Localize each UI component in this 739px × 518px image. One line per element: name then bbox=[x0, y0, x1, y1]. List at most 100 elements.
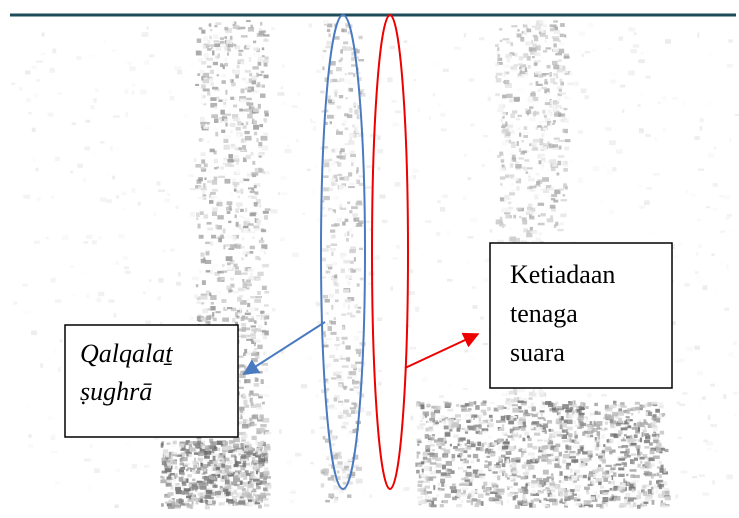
spectrogram-speck bbox=[214, 106, 218, 110]
spectrogram-speck bbox=[500, 415, 506, 421]
spectrogram-speck bbox=[426, 403, 431, 407]
spectrogram-speck bbox=[626, 418, 630, 422]
spectrogram-speck bbox=[566, 462, 571, 466]
spectrogram-speck bbox=[501, 445, 509, 450]
spectrogram-speck bbox=[438, 418, 442, 421]
spectrogram-speck bbox=[329, 211, 335, 216]
spectrogram-speck bbox=[516, 141, 519, 146]
spectrogram-speck bbox=[263, 215, 269, 220]
spectrogram-speck bbox=[256, 220, 261, 225]
spectrogram-speck bbox=[506, 149, 512, 155]
spectrogram-speck bbox=[563, 491, 568, 497]
spectrogram-speck bbox=[356, 349, 362, 354]
spectrogram-speck bbox=[561, 429, 568, 433]
spectrogram-speck bbox=[528, 405, 532, 409]
spectrogram-speck bbox=[546, 494, 553, 500]
spectrogram-speck bbox=[557, 474, 561, 479]
spectrogram-speck bbox=[598, 464, 602, 468]
spectrogram-speck bbox=[199, 209, 205, 213]
spectrogram-speck bbox=[170, 459, 176, 464]
spectrogram-speck bbox=[507, 124, 513, 128]
spectrogram-speck bbox=[252, 452, 256, 456]
spectrogram-speck bbox=[204, 259, 212, 264]
spectrogram-speck bbox=[543, 113, 547, 118]
spectrogram-speck bbox=[653, 436, 659, 441]
spectrogram-speck bbox=[525, 483, 528, 487]
spectrogram-speck bbox=[171, 475, 175, 480]
spectrogram-speck bbox=[46, 237, 49, 240]
spectrogram-speck bbox=[196, 179, 202, 184]
spectrogram-speck bbox=[429, 417, 435, 423]
spectrogram-speck bbox=[244, 108, 251, 112]
spectrogram-speck bbox=[701, 396, 706, 400]
spectrogram-speck bbox=[454, 495, 461, 499]
spectrogram-speck bbox=[643, 440, 650, 444]
spectrogram-speck bbox=[575, 452, 580, 456]
spectrogram-speck bbox=[327, 23, 333, 28]
spectrogram-speck bbox=[466, 419, 471, 423]
spectrogram-speck bbox=[257, 152, 264, 157]
spectrogram-speck bbox=[253, 185, 257, 189]
spectrogram-speck bbox=[244, 470, 249, 475]
spectrogram-speck bbox=[210, 295, 217, 300]
spectrogram-speck bbox=[368, 135, 375, 138]
spectrogram-speck bbox=[522, 472, 529, 475]
spectrogram-speck bbox=[338, 382, 344, 385]
spectrogram-speck bbox=[547, 453, 553, 457]
spectrogram-speck bbox=[202, 457, 209, 462]
spectrogram-speck bbox=[566, 426, 573, 431]
spectrogram-speck bbox=[464, 349, 469, 353]
spectrogram-speck bbox=[222, 263, 225, 268]
spectrogram-speck bbox=[662, 392, 665, 396]
spectrogram-speck bbox=[227, 158, 234, 163]
spectrogram-speck bbox=[571, 459, 579, 463]
spectrogram-speck bbox=[516, 457, 521, 463]
spectrogram-speck bbox=[213, 176, 218, 181]
spectrogram-speck bbox=[196, 38, 202, 43]
spectrogram-speck bbox=[207, 57, 213, 61]
spectrogram-speck bbox=[344, 73, 348, 76]
spectrogram-speck bbox=[547, 109, 552, 114]
spectrogram-speck bbox=[555, 221, 559, 226]
spectrogram-speck bbox=[587, 466, 591, 469]
spectrogram-speck bbox=[410, 415, 414, 421]
spectrogram-speck bbox=[566, 469, 569, 474]
spectrogram-speck bbox=[653, 431, 657, 434]
spectrogram-speck bbox=[221, 467, 228, 470]
spectrogram-speck bbox=[223, 474, 227, 480]
spectrogram-speck bbox=[242, 250, 246, 256]
spectrogram-speck bbox=[221, 470, 227, 475]
spectrogram-speck bbox=[522, 131, 529, 135]
spectrogram-speck bbox=[682, 392, 688, 395]
spectrogram-speck bbox=[464, 429, 469, 434]
spectrogram-speck bbox=[329, 161, 335, 167]
spectrogram-speck bbox=[493, 464, 501, 469]
spectrogram-speck bbox=[521, 31, 525, 34]
spectrogram-speck bbox=[218, 237, 222, 243]
spectrogram-speck bbox=[546, 420, 553, 424]
spectrogram-speck bbox=[292, 252, 299, 258]
spectrogram-speck bbox=[456, 404, 460, 407]
spectrogram-speck bbox=[264, 208, 271, 211]
spectrogram-speck bbox=[324, 298, 330, 303]
spectrogram-speck bbox=[110, 146, 113, 151]
spectrogram-speck bbox=[539, 138, 544, 143]
spectrogram-speck bbox=[713, 146, 717, 150]
spectrogram-speck bbox=[236, 309, 240, 313]
spectrogram-speck bbox=[173, 478, 176, 482]
spectrogram-speck bbox=[242, 462, 247, 468]
spectrogram-speck bbox=[369, 228, 373, 232]
spectrogram-speck bbox=[233, 184, 238, 188]
spectrogram-speck bbox=[224, 500, 228, 503]
spectrogram-speck bbox=[341, 28, 345, 32]
spectrogram-speck bbox=[346, 312, 353, 315]
spectrogram-speck bbox=[647, 423, 653, 428]
spectrogram-speck bbox=[526, 150, 529, 153]
spectrogram-speck bbox=[510, 176, 515, 179]
spectrogram-speck bbox=[601, 450, 606, 454]
spectrogram-speck bbox=[550, 456, 556, 461]
spectrogram-speck bbox=[227, 235, 235, 239]
spectrogram-speck bbox=[532, 96, 539, 102]
spectrogram-speck bbox=[197, 440, 202, 446]
spectrogram-speck bbox=[337, 456, 342, 459]
